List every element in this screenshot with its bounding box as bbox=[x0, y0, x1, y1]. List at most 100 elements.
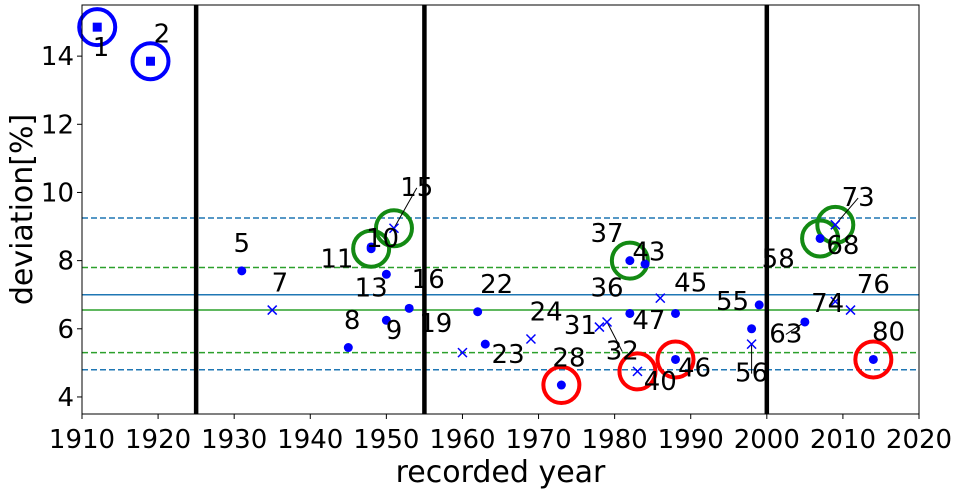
point-label: 22 bbox=[480, 270, 513, 300]
point-label: 58 bbox=[762, 244, 795, 274]
point-label: 15 bbox=[400, 173, 433, 203]
point-label: 37 bbox=[590, 219, 623, 249]
point-label: 7 bbox=[272, 268, 289, 298]
data-point-dot bbox=[625, 308, 635, 318]
data-point-dot bbox=[868, 354, 878, 364]
plot-frame bbox=[81, 4, 920, 415]
x-tick-label: 2020 bbox=[886, 425, 952, 455]
highlight-circle bbox=[351, 228, 392, 269]
data-point-dot bbox=[381, 269, 391, 279]
period-divider-lines bbox=[193, 5, 770, 414]
x-tick-label: 1940 bbox=[277, 425, 343, 455]
point-label: 5 bbox=[234, 229, 251, 259]
y-axis-ticks: 4 6 8 10 12 14 bbox=[41, 42, 82, 413]
point-label: 40 bbox=[644, 367, 677, 397]
point-label: 2 bbox=[154, 19, 171, 49]
data-point-dot bbox=[473, 307, 483, 317]
y-axis-label: deviation[%] bbox=[5, 114, 40, 305]
point-label: 31 bbox=[564, 311, 597, 341]
data-point-x-b bbox=[632, 366, 643, 377]
point-label: 11 bbox=[320, 244, 353, 274]
point-label: 19 bbox=[419, 309, 452, 339]
highlight-circle bbox=[541, 365, 582, 406]
x-tick-label: 1980 bbox=[582, 425, 648, 455]
y-tick-label: 4 bbox=[57, 383, 74, 413]
data-point-dot bbox=[671, 308, 681, 318]
highlight-circle bbox=[77, 7, 118, 48]
data-point-dot bbox=[800, 317, 810, 327]
x-tick-label: 1950 bbox=[353, 425, 419, 455]
highlight-circle bbox=[130, 41, 171, 82]
x-tick-label: 2000 bbox=[734, 425, 800, 455]
data-point-dot bbox=[556, 380, 566, 390]
data-point-x-b bbox=[457, 347, 468, 358]
data-point-x-b bbox=[267, 305, 278, 316]
y-tick-label: 12 bbox=[41, 110, 74, 140]
data-point-x-b bbox=[830, 296, 841, 307]
point-label: 68 bbox=[826, 231, 859, 261]
data-point-x-b bbox=[655, 293, 666, 304]
point-label: 47 bbox=[632, 306, 665, 336]
point-label: 28 bbox=[552, 343, 585, 373]
data-point-square bbox=[145, 56, 155, 66]
data-point-dot bbox=[640, 259, 650, 269]
data-point-dot bbox=[366, 242, 376, 252]
point-label: 80 bbox=[872, 318, 905, 348]
x-axis-label: recorded year bbox=[396, 455, 606, 490]
highlight-circle bbox=[655, 339, 696, 380]
point-label: 46 bbox=[678, 354, 711, 384]
data-point-dot bbox=[381, 315, 391, 325]
point-label: 23 bbox=[492, 340, 525, 370]
y-tick-label: 14 bbox=[41, 42, 74, 72]
highlight-circle bbox=[800, 218, 841, 259]
x-tick-label: 1920 bbox=[125, 425, 191, 455]
point-label: 73 bbox=[842, 183, 875, 213]
data-point-dot bbox=[625, 256, 635, 266]
x-axis-ticks: 1910 1920 1930 1940 1950 1960 1970 1980 1990 2000… bbox=[49, 414, 952, 455]
data-point-dot bbox=[404, 303, 414, 313]
point-label: 10 bbox=[366, 224, 399, 254]
y-tick-label: 6 bbox=[57, 315, 74, 345]
data-point-dot bbox=[237, 266, 247, 276]
highlight-circles bbox=[77, 7, 894, 406]
leader-line bbox=[393, 187, 418, 229]
point-label: 1 bbox=[93, 33, 110, 63]
point-label: 45 bbox=[674, 268, 707, 298]
data-point-x-b bbox=[525, 333, 536, 345]
data-point-dot bbox=[671, 354, 681, 364]
data-point-dot bbox=[480, 339, 490, 349]
data-point-dot bbox=[815, 233, 825, 243]
highlight-circle bbox=[373, 208, 414, 249]
data-point-x-b bbox=[388, 223, 400, 234]
point-label: 16 bbox=[412, 265, 445, 295]
point-label: 9 bbox=[386, 316, 403, 346]
data-point-dot bbox=[343, 343, 353, 353]
point-label: 56 bbox=[735, 359, 768, 389]
data-point-x-b bbox=[845, 305, 856, 316]
y-tick-label: 8 bbox=[57, 247, 74, 277]
data-points bbox=[92, 22, 878, 390]
y-tick-label: 10 bbox=[41, 178, 74, 208]
point-label: 76 bbox=[857, 270, 890, 300]
data-point-x-b bbox=[746, 339, 757, 350]
point-label: 8 bbox=[344, 306, 361, 336]
data-point-x-b bbox=[830, 219, 841, 230]
data-point-x-b bbox=[594, 322, 605, 333]
point-label: 74 bbox=[811, 289, 844, 319]
x-tick-label: 1910 bbox=[49, 425, 115, 455]
x-tick-label: 2010 bbox=[810, 425, 876, 455]
point-label: 43 bbox=[632, 238, 665, 268]
reference-lines bbox=[82, 217, 919, 371]
point-label: 13 bbox=[355, 273, 388, 303]
x-tick-label: 1970 bbox=[505, 425, 571, 455]
highlight-circle bbox=[815, 204, 856, 245]
highlight-circle bbox=[617, 351, 658, 392]
point-label: 24 bbox=[530, 297, 563, 327]
data-point-x-b bbox=[601, 316, 613, 328]
x-tick-label: 1930 bbox=[201, 425, 267, 455]
highlight-circle bbox=[853, 339, 894, 380]
x-tick-label: 1960 bbox=[429, 425, 495, 455]
data-point-square bbox=[92, 22, 102, 32]
